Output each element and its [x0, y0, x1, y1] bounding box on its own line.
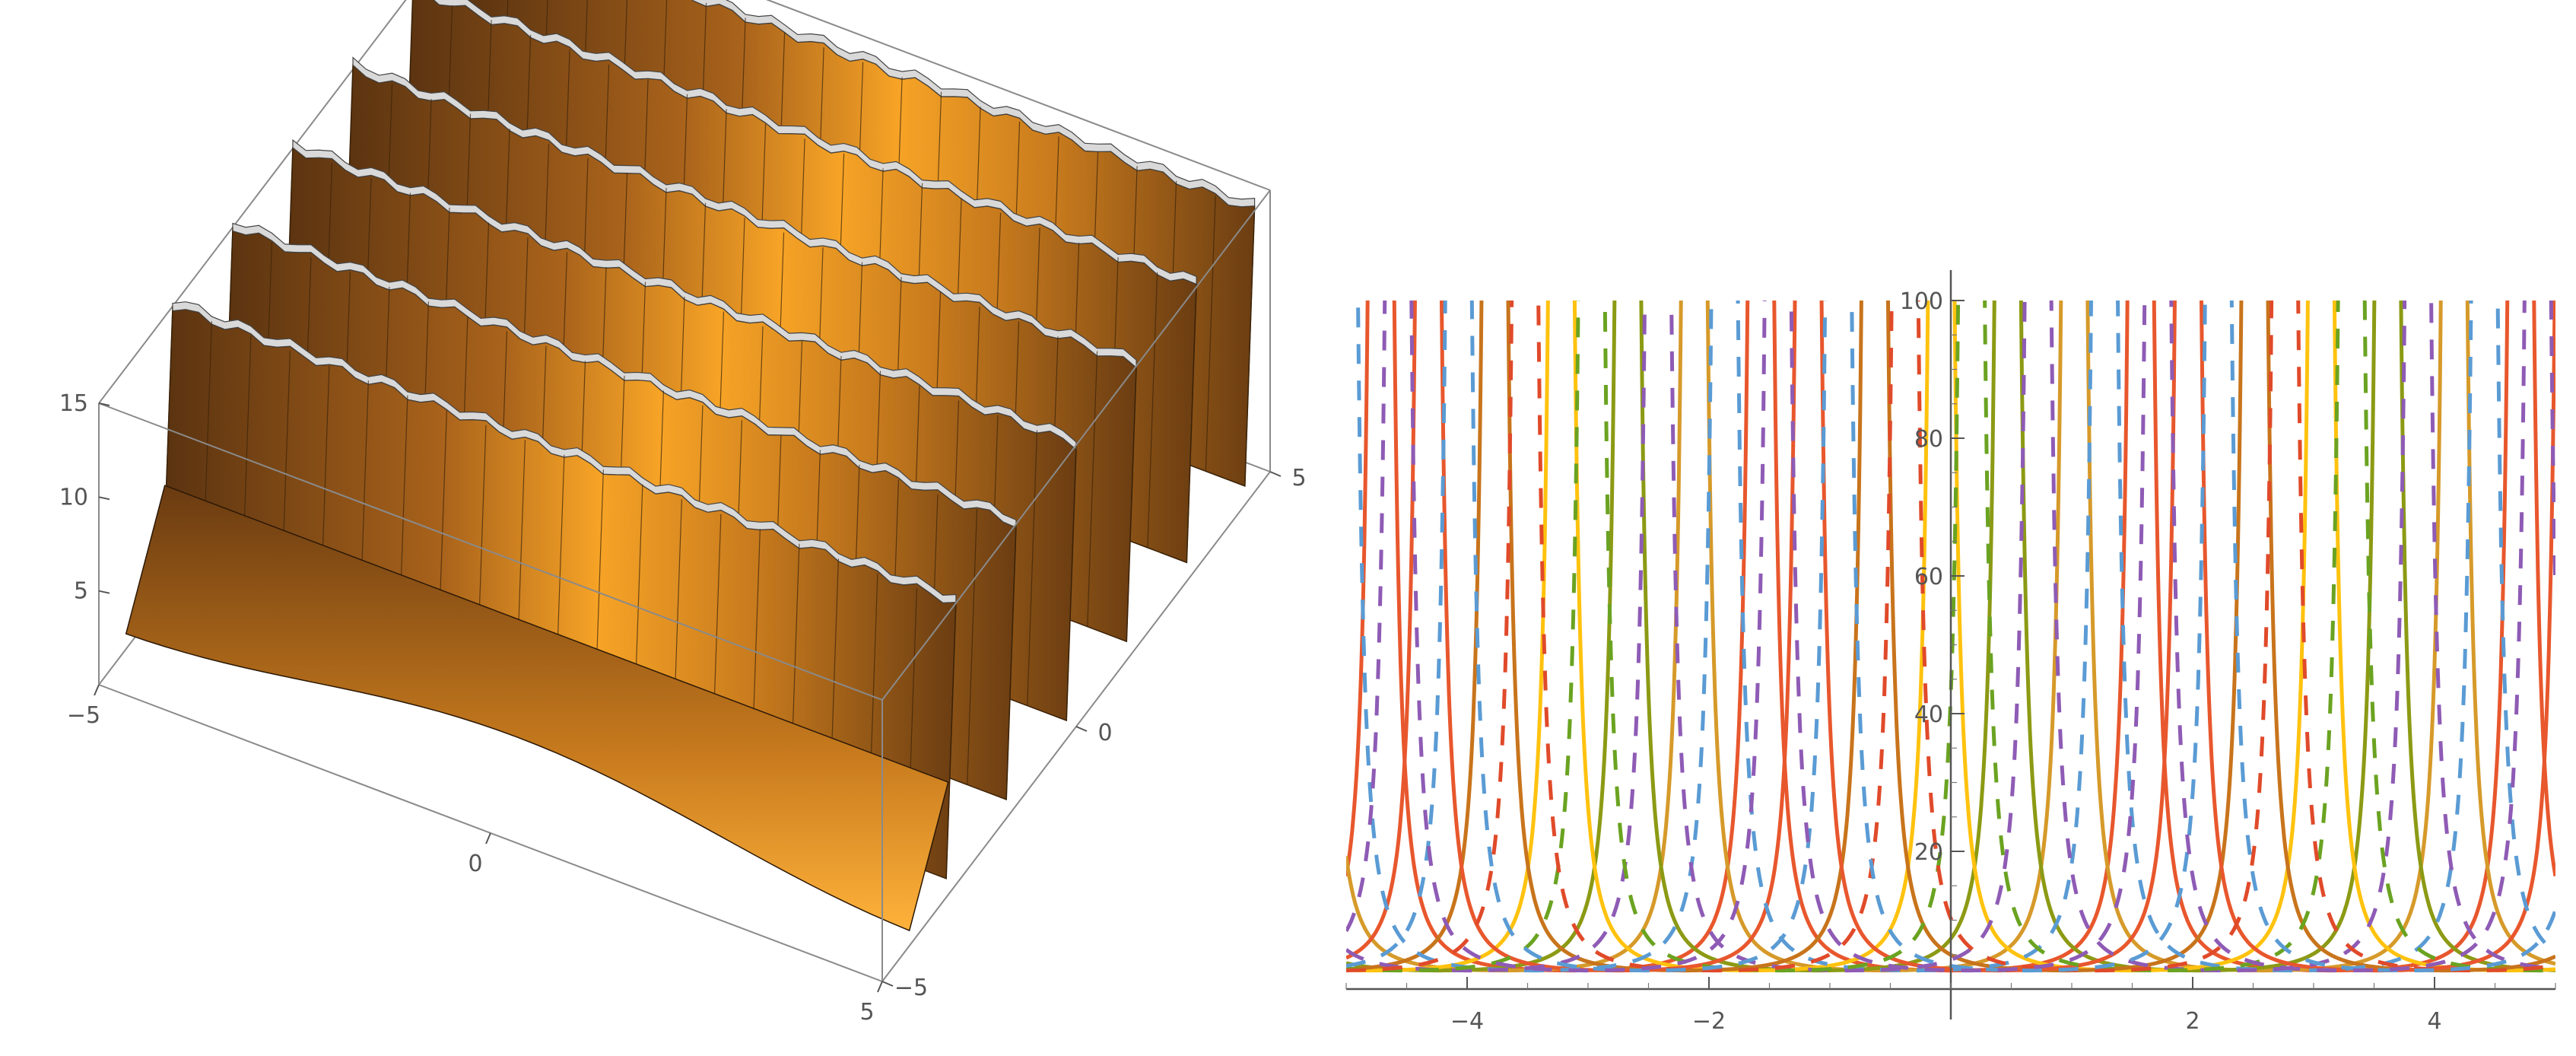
- y-tick-label: 5: [1291, 465, 1306, 491]
- x-tick-label: 2: [2185, 1008, 2200, 1035]
- y-tick-label: −5: [894, 975, 928, 1001]
- y-tick-label: 60: [1914, 564, 1943, 590]
- mesh-line: [967, 509, 978, 785]
- mesh-line: [1244, 210, 1256, 486]
- mesh-line: [1186, 287, 1197, 563]
- mesh-line: [1005, 523, 1017, 800]
- z-tick: [98, 496, 110, 501]
- mesh-line: [1027, 430, 1038, 706]
- x-tick-label: 0: [468, 851, 482, 877]
- y-tick-label: 40: [1914, 701, 1943, 728]
- trough-floor: [125, 485, 949, 932]
- x-tick-label: −5: [67, 702, 100, 729]
- series-dashed-purple-2: [1346, 301, 2555, 973]
- x-tick-label: −4: [1450, 1008, 1484, 1035]
- y-tick: [881, 981, 894, 987]
- mesh-line: [1066, 444, 1077, 721]
- mesh-line: [1205, 196, 1216, 472]
- box-edge-front: [881, 189, 1271, 701]
- mesh-line: [1147, 272, 1158, 548]
- ridge-clip: [691, 0, 1256, 208]
- surface-plot-3d: 5 10 15 −5 0 5 −5 0 5: [59, 0, 1307, 1026]
- y-tick-label: 20: [1914, 839, 1943, 866]
- y-tick: [1269, 471, 1282, 477]
- x-tick: [94, 684, 100, 696]
- x-tick-label: 4: [2427, 1008, 2441, 1035]
- x-tick: [877, 981, 883, 993]
- y-tick: [1075, 726, 1088, 732]
- box-edge-back: [765, 0, 1271, 191]
- x-tick-label: 5: [859, 999, 874, 1026]
- ridge-clip: [172, 301, 957, 603]
- ridge-clip: [433, 0, 1197, 285]
- z-tick-label: 10: [59, 484, 88, 511]
- y-tick-label: 100: [1900, 288, 1943, 315]
- series-dashed-purple: [1346, 301, 2555, 973]
- mesh-line: [1087, 351, 1098, 627]
- z-tick: [98, 402, 110, 406]
- series-solid-yellow: [1346, 301, 2555, 973]
- line-plot-2d: −4 −2 2 4 20 40 60 80 100: [1345, 270, 2556, 1035]
- x-tick: [485, 832, 491, 844]
- ridge-clip: [352, 56, 1137, 369]
- z-tick-label: 5: [74, 578, 88, 605]
- x-tick-label: −2: [1692, 1008, 1726, 1035]
- z-tick: [98, 590, 110, 594]
- box-edge-front: [98, 402, 883, 701]
- z-tick-label: 15: [59, 390, 88, 417]
- mesh-line: [945, 603, 957, 879]
- y-tick-label: 0: [1097, 720, 1112, 746]
- series-dashed-green: [1346, 301, 2555, 973]
- mesh-line: [1126, 366, 1137, 642]
- y-tick-label: 80: [1914, 426, 1943, 453]
